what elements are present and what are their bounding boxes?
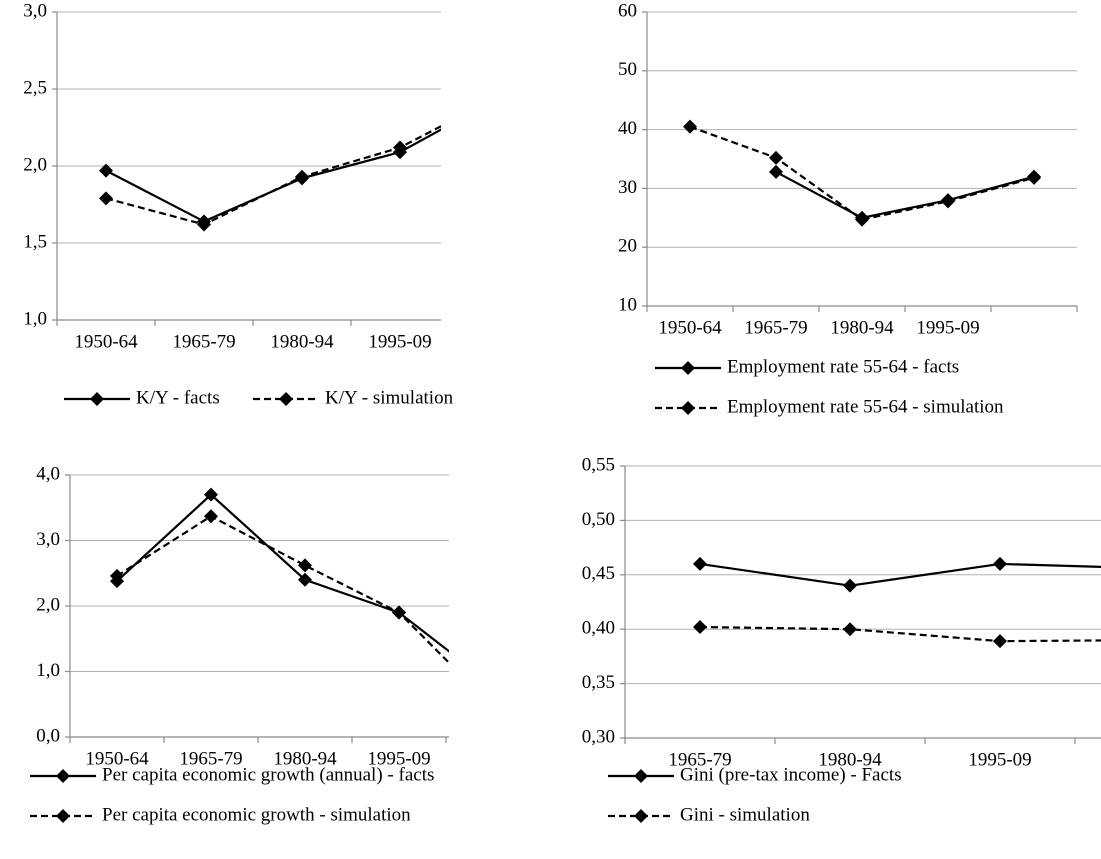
y-tick-label: 60 (618, 0, 637, 21)
x-tick-label: 1995-09 (368, 331, 431, 352)
y-tick-label: 0,35 (582, 672, 615, 693)
point-marker (683, 119, 697, 134)
legend-label: Employment rate 55-64 - facts (727, 356, 959, 377)
point-marker (855, 212, 869, 227)
point-marker (769, 164, 783, 179)
point-marker (197, 217, 211, 232)
series-line (105, 125, 441, 226)
y-tick-label: 3,0 (36, 529, 60, 550)
point-marker (204, 487, 218, 502)
y-tick-label: 2,0 (23, 154, 47, 175)
plot-area (99, 90, 505, 232)
chart-panel: 0,0 1,0 2,0 3,0 4,0 1950-64 1965-79 1980-94 1995… (30, 463, 500, 825)
series-line (699, 562, 1101, 587)
x-tick-label: 1980-94 (830, 317, 894, 338)
point-marker (1027, 170, 1041, 185)
point-marker (843, 622, 857, 637)
series-line (105, 128, 441, 223)
series-line (699, 625, 1101, 643)
y-tick-label: 2,5 (23, 77, 47, 98)
x-tick-label: 1965-79 (744, 317, 807, 338)
y-tick-label: 0,0 (36, 725, 60, 746)
point-marker (843, 578, 857, 593)
plot-area (110, 487, 500, 714)
x-tick-label: 1995-09 (968, 749, 1031, 770)
point-marker (769, 150, 783, 165)
legend-label: Employment rate 55-64 - simulation (727, 396, 1004, 417)
y-tick-label: 0,30 (582, 726, 615, 747)
y-tick-label: 1,0 (36, 660, 60, 681)
y-tick-label: 1,5 (23, 231, 47, 252)
legend-marker (681, 361, 695, 375)
point-marker (204, 509, 218, 524)
x-tick-label: 1965-79 (172, 331, 235, 352)
legend-label: K/Y - facts (136, 387, 220, 408)
point-marker (298, 558, 312, 573)
x-tick-label: 1950-64 (658, 317, 722, 338)
y-tick-label: 0,50 (582, 509, 615, 530)
x-tick-label: 1965-79 (668, 749, 731, 770)
legend-marker (681, 401, 695, 415)
legend-marker (90, 392, 104, 406)
legend-label: Per capita economic growth - simulation (102, 804, 411, 825)
y-tick-label: 30 (618, 177, 637, 198)
y-tick-label: 4,0 (36, 463, 60, 484)
legend-marker (279, 392, 293, 406)
point-marker (295, 169, 309, 184)
plot-area (693, 556, 1101, 649)
y-tick-label: 40 (618, 118, 637, 139)
point-marker (693, 620, 707, 635)
y-tick-label: 2,0 (36, 594, 60, 615)
point-marker (486, 700, 500, 714)
legend-label: Gini (pre-tax income) - Facts (680, 764, 902, 785)
point-marker (491, 91, 505, 105)
x-tick-label: 1995-09 (367, 748, 430, 769)
chart-panel: 0,30 0,35 0,40 0,45 0,50 0,55 1965-79 1980-94 19… (582, 454, 1101, 825)
x-tick-label: 1980-94 (818, 749, 882, 770)
x-tick-label: 1965-79 (179, 748, 242, 769)
y-tick-label: 3,0 (23, 0, 47, 21)
point-marker (99, 163, 113, 178)
legend-label: K/Y - simulation (325, 387, 454, 408)
series-line (116, 493, 449, 653)
x-tick-label: 1980-94 (270, 331, 334, 352)
x-tick-label: 1950-64 (85, 748, 149, 769)
point-marker (491, 90, 505, 104)
point-marker (298, 572, 312, 587)
x-tick-label: 1950-64 (74, 331, 138, 352)
point-marker (993, 634, 1007, 649)
point-marker (941, 194, 955, 209)
plot-area (683, 119, 1041, 227)
x-tick-label: 1980-94 (273, 748, 337, 769)
x-tick-label: 1995-09 (916, 317, 979, 338)
point-marker (99, 191, 113, 206)
point-marker (693, 556, 707, 571)
point-marker (110, 568, 124, 583)
series-line (116, 514, 449, 665)
y-tick-label: 0,40 (582, 618, 615, 639)
y-tick-label: 0,55 (582, 454, 615, 475)
y-tick-label: 1,0 (23, 308, 47, 329)
point-marker (993, 556, 1007, 571)
point-marker (393, 140, 407, 155)
y-tick-label: 0,45 (582, 563, 615, 584)
legend-marker (56, 769, 70, 783)
chart-panel: 10 20 30 40 50 60 1950-64 1965-79 1980-94 1995-09… (618, 0, 1078, 417)
legend-marker (634, 809, 648, 823)
series-line (689, 125, 1035, 221)
legend-marker (634, 769, 648, 783)
y-tick-label: 10 (618, 294, 637, 315)
point-marker (486, 678, 500, 692)
y-tick-label: 50 (618, 59, 637, 80)
point-marker (392, 605, 406, 620)
chart-panel: 1,0 1,5 2,0 2,5 3,0 1950-64 1965-79 1980-94 1995… (23, 0, 505, 408)
series-line (775, 170, 1035, 219)
legend-label: Per capita economic growth (annual) - fa… (102, 764, 434, 785)
legend-label: Gini - simulation (680, 804, 810, 825)
y-tick-label: 20 (618, 236, 637, 257)
legend-marker (56, 809, 70, 823)
